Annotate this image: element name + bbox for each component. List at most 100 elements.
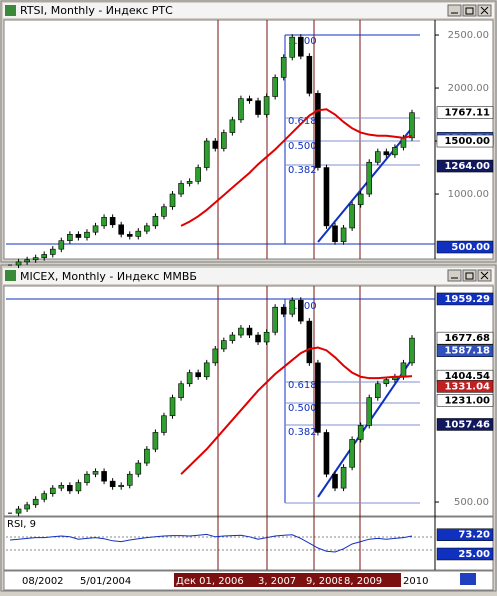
candle: [203, 362, 210, 378]
candle: [298, 36, 304, 57]
price-marker-label: 1500.00: [444, 136, 490, 147]
fib-label: 0.500: [288, 403, 317, 414]
candle: [409, 337, 415, 364]
candle: [246, 98, 253, 102]
cursor-label-bg: [174, 573, 258, 587]
candle: [315, 93, 321, 168]
candle: [195, 167, 201, 182]
candle: [263, 331, 270, 343]
candle: [272, 306, 278, 333]
candle: [75, 482, 82, 492]
candle: [169, 193, 176, 208]
price-marker: [436, 292, 494, 306]
candle: [203, 140, 210, 168]
candle: [178, 383, 184, 398]
candle: [101, 471, 107, 482]
candle: [15, 508, 22, 514]
cursor-label-bg: [304, 573, 342, 587]
candle: [58, 485, 65, 489]
x-tick-label: 9, 2008: [306, 576, 344, 587]
minimize-button[interactable]: [447, 4, 462, 17]
candle: [212, 348, 219, 364]
x-tick-label: Дек 01, 2006: [176, 576, 244, 587]
candle: [280, 56, 287, 78]
candle: [58, 240, 65, 250]
price-marker: [436, 344, 494, 357]
candle: [229, 119, 236, 133]
y-tick-label: 2000.00: [448, 83, 489, 94]
price-marker: [436, 159, 494, 173]
y-tick-label: 2500.00: [448, 30, 489, 41]
candle: [221, 340, 227, 350]
candle: [255, 100, 261, 115]
price-marker: [436, 240, 494, 254]
indicator-area: [3, 516, 494, 571]
candle: [229, 334, 236, 341]
candle: [152, 215, 159, 227]
minimize-button[interactable]: [447, 269, 462, 282]
candle: [289, 36, 296, 58]
candle: [195, 372, 201, 378]
candle: [135, 462, 142, 475]
candle: [135, 230, 142, 237]
candle: [15, 261, 22, 266]
candle: [340, 466, 347, 489]
cursor-label-bg: [342, 573, 401, 587]
indicator-title: RSI, 9: [7, 519, 36, 530]
price-marker-label: 1231.00: [444, 395, 490, 406]
candle: [306, 320, 313, 364]
chart-area: [3, 19, 494, 260]
price-marker-label: 500.00: [451, 242, 490, 253]
candle: [75, 234, 82, 238]
candle: [92, 471, 99, 475]
candle: [126, 473, 133, 486]
price-marker-label: 1677.68: [444, 333, 490, 344]
price-marker: [436, 528, 494, 541]
cursor-label-bg: [256, 573, 304, 587]
candle: [118, 224, 124, 235]
title-bar: [3, 268, 494, 284]
fib-label: 0.500: [288, 141, 317, 152]
candle: [178, 183, 184, 195]
candle: [272, 77, 278, 97]
candle: [374, 383, 381, 398]
candle: [24, 504, 30, 510]
price-marker: [436, 418, 494, 431]
candle: [332, 473, 338, 489]
price-marker-label: 25.00: [458, 549, 490, 560]
fib-label: 0.382: [288, 427, 317, 438]
candle: [32, 257, 39, 261]
candle: [161, 415, 167, 433]
x-tick-label: 5/01/2004: [80, 576, 131, 587]
candle: [24, 259, 30, 263]
candle: [49, 248, 56, 255]
x-tick-label: 8, 2009: [344, 576, 382, 587]
price-marker: [436, 394, 494, 407]
candle: [109, 217, 116, 226]
fib-label: 0.618: [288, 380, 317, 391]
window-icon: [5, 5, 16, 16]
price-marker: [436, 380, 494, 393]
maximize-button[interactable]: [462, 4, 477, 17]
candle: [357, 425, 364, 440]
candle: [212, 140, 219, 149]
candle: [263, 96, 270, 115]
candle: [323, 167, 330, 227]
y-tick-label: 500.00: [454, 497, 489, 508]
candle: [186, 372, 193, 385]
maximize-button[interactable]: [462, 269, 477, 282]
candle: [67, 234, 73, 241]
y-tick-label: 1000.00: [448, 189, 489, 200]
candle: [41, 493, 48, 500]
moving-average: [180, 108, 413, 227]
candle: [366, 161, 373, 195]
price-marker-label: 1264.00: [444, 161, 490, 172]
title-bar: [3, 3, 494, 18]
candle: [109, 480, 116, 488]
axis-button[interactable]: [460, 573, 476, 585]
candle: [238, 98, 244, 121]
candle: [32, 498, 39, 506]
price-marker: [436, 331, 494, 345]
candle: [289, 299, 296, 315]
